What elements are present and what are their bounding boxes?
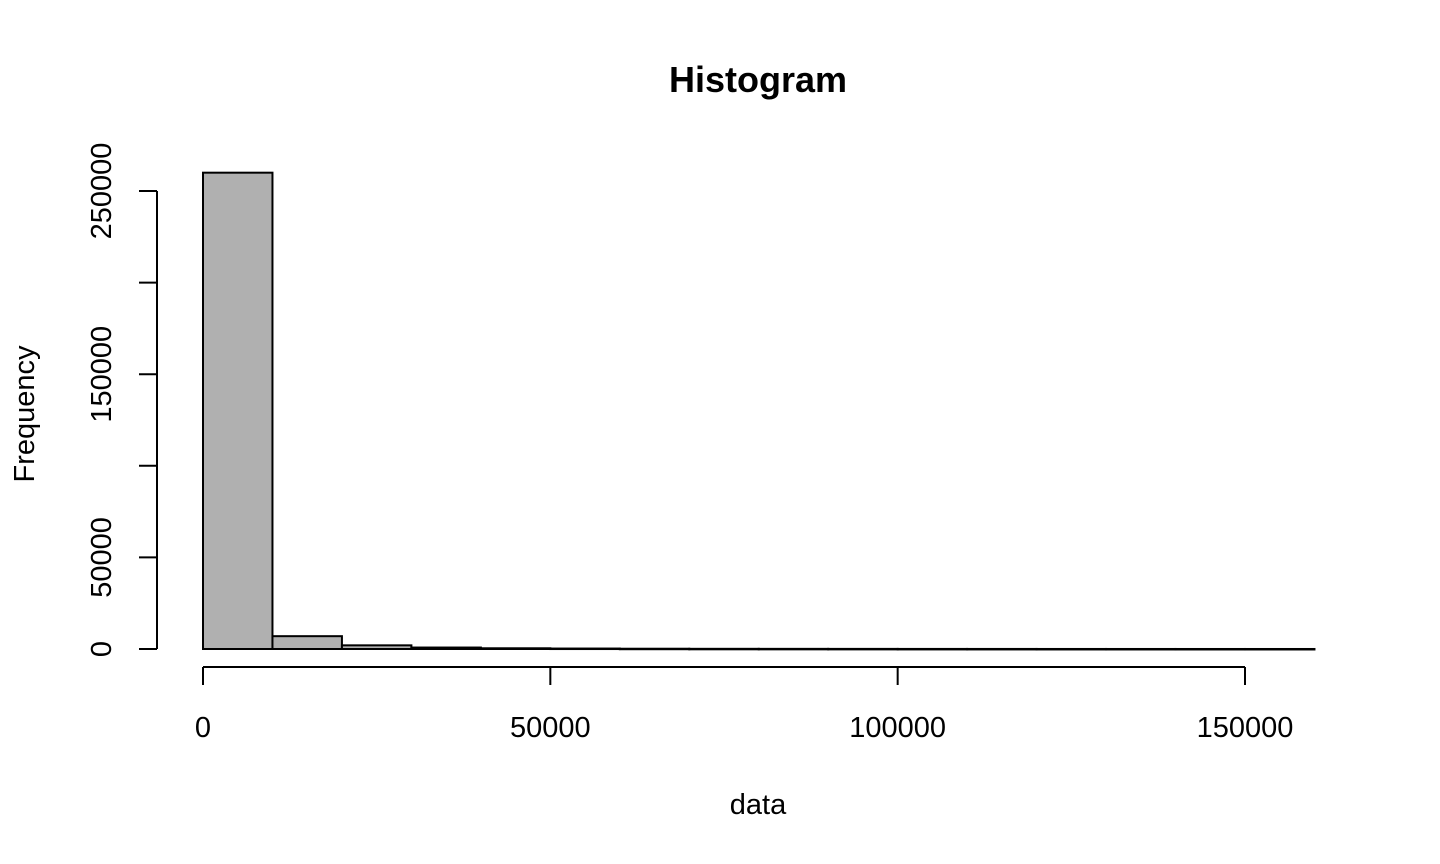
chart-title: Histogram	[669, 59, 847, 100]
histogram-bar	[202, 171, 274, 650]
histogram-bar	[271, 635, 343, 651]
x-axis-label: data	[730, 789, 787, 821]
y-tick-label: 50000	[86, 517, 118, 598]
x-tick-label: 50000	[510, 712, 591, 744]
x-axis: 0 50000 100000 150000	[195, 666, 1294, 744]
y-tick-label: 150000	[86, 326, 118, 423]
y-tick-label: 250000	[86, 143, 118, 240]
y-tick-label: 0	[86, 641, 118, 657]
x-tick-label: 150000	[1197, 712, 1294, 744]
y-axis-label: Frequency	[9, 345, 41, 483]
y-axis: 0 50000 150000 250000	[86, 143, 158, 657]
histogram-bars	[202, 171, 1316, 651]
x-tick-label: 100000	[849, 712, 946, 744]
x-tick-label: 0	[195, 712, 211, 744]
